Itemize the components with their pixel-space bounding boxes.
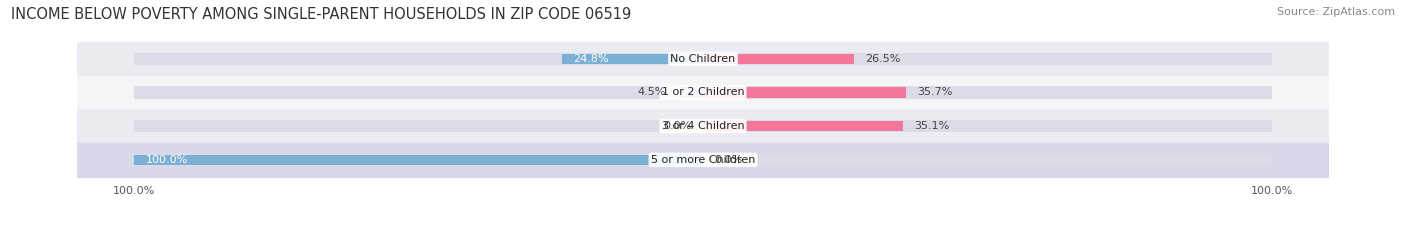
Bar bbox=[77, 143, 1329, 177]
Bar bbox=[703, 53, 1272, 65]
Text: 35.7%: 35.7% bbox=[918, 87, 953, 97]
Bar bbox=[703, 86, 1272, 99]
Text: 100.0%: 100.0% bbox=[146, 155, 188, 165]
Bar bbox=[703, 87, 905, 98]
Text: 5 or more Children: 5 or more Children bbox=[651, 155, 755, 165]
Text: No Children: No Children bbox=[671, 54, 735, 64]
Bar bbox=[77, 76, 1329, 109]
Text: 1 or 2 Children: 1 or 2 Children bbox=[662, 87, 744, 97]
Text: 0.0%: 0.0% bbox=[714, 155, 742, 165]
Bar bbox=[562, 54, 703, 64]
Bar bbox=[703, 121, 903, 131]
Bar bbox=[134, 120, 703, 132]
Text: INCOME BELOW POVERTY AMONG SINGLE-PARENT HOUSEHOLDS IN ZIP CODE 06519: INCOME BELOW POVERTY AMONG SINGLE-PARENT… bbox=[11, 7, 631, 22]
Bar bbox=[77, 109, 1329, 143]
Bar bbox=[134, 86, 703, 99]
Text: 35.1%: 35.1% bbox=[914, 121, 949, 131]
Bar bbox=[77, 42, 1329, 76]
Text: 4.5%: 4.5% bbox=[638, 87, 666, 97]
Text: 24.8%: 24.8% bbox=[574, 54, 609, 64]
Text: 0.0%: 0.0% bbox=[664, 121, 692, 131]
Text: Source: ZipAtlas.com: Source: ZipAtlas.com bbox=[1277, 7, 1395, 17]
Bar bbox=[678, 87, 703, 98]
Bar bbox=[134, 155, 703, 165]
Bar bbox=[134, 154, 703, 166]
Bar bbox=[134, 53, 703, 65]
Bar bbox=[703, 154, 1272, 166]
Text: 3 or 4 Children: 3 or 4 Children bbox=[662, 121, 744, 131]
Bar bbox=[703, 120, 1272, 132]
Bar bbox=[703, 54, 853, 64]
Text: 26.5%: 26.5% bbox=[865, 54, 900, 64]
